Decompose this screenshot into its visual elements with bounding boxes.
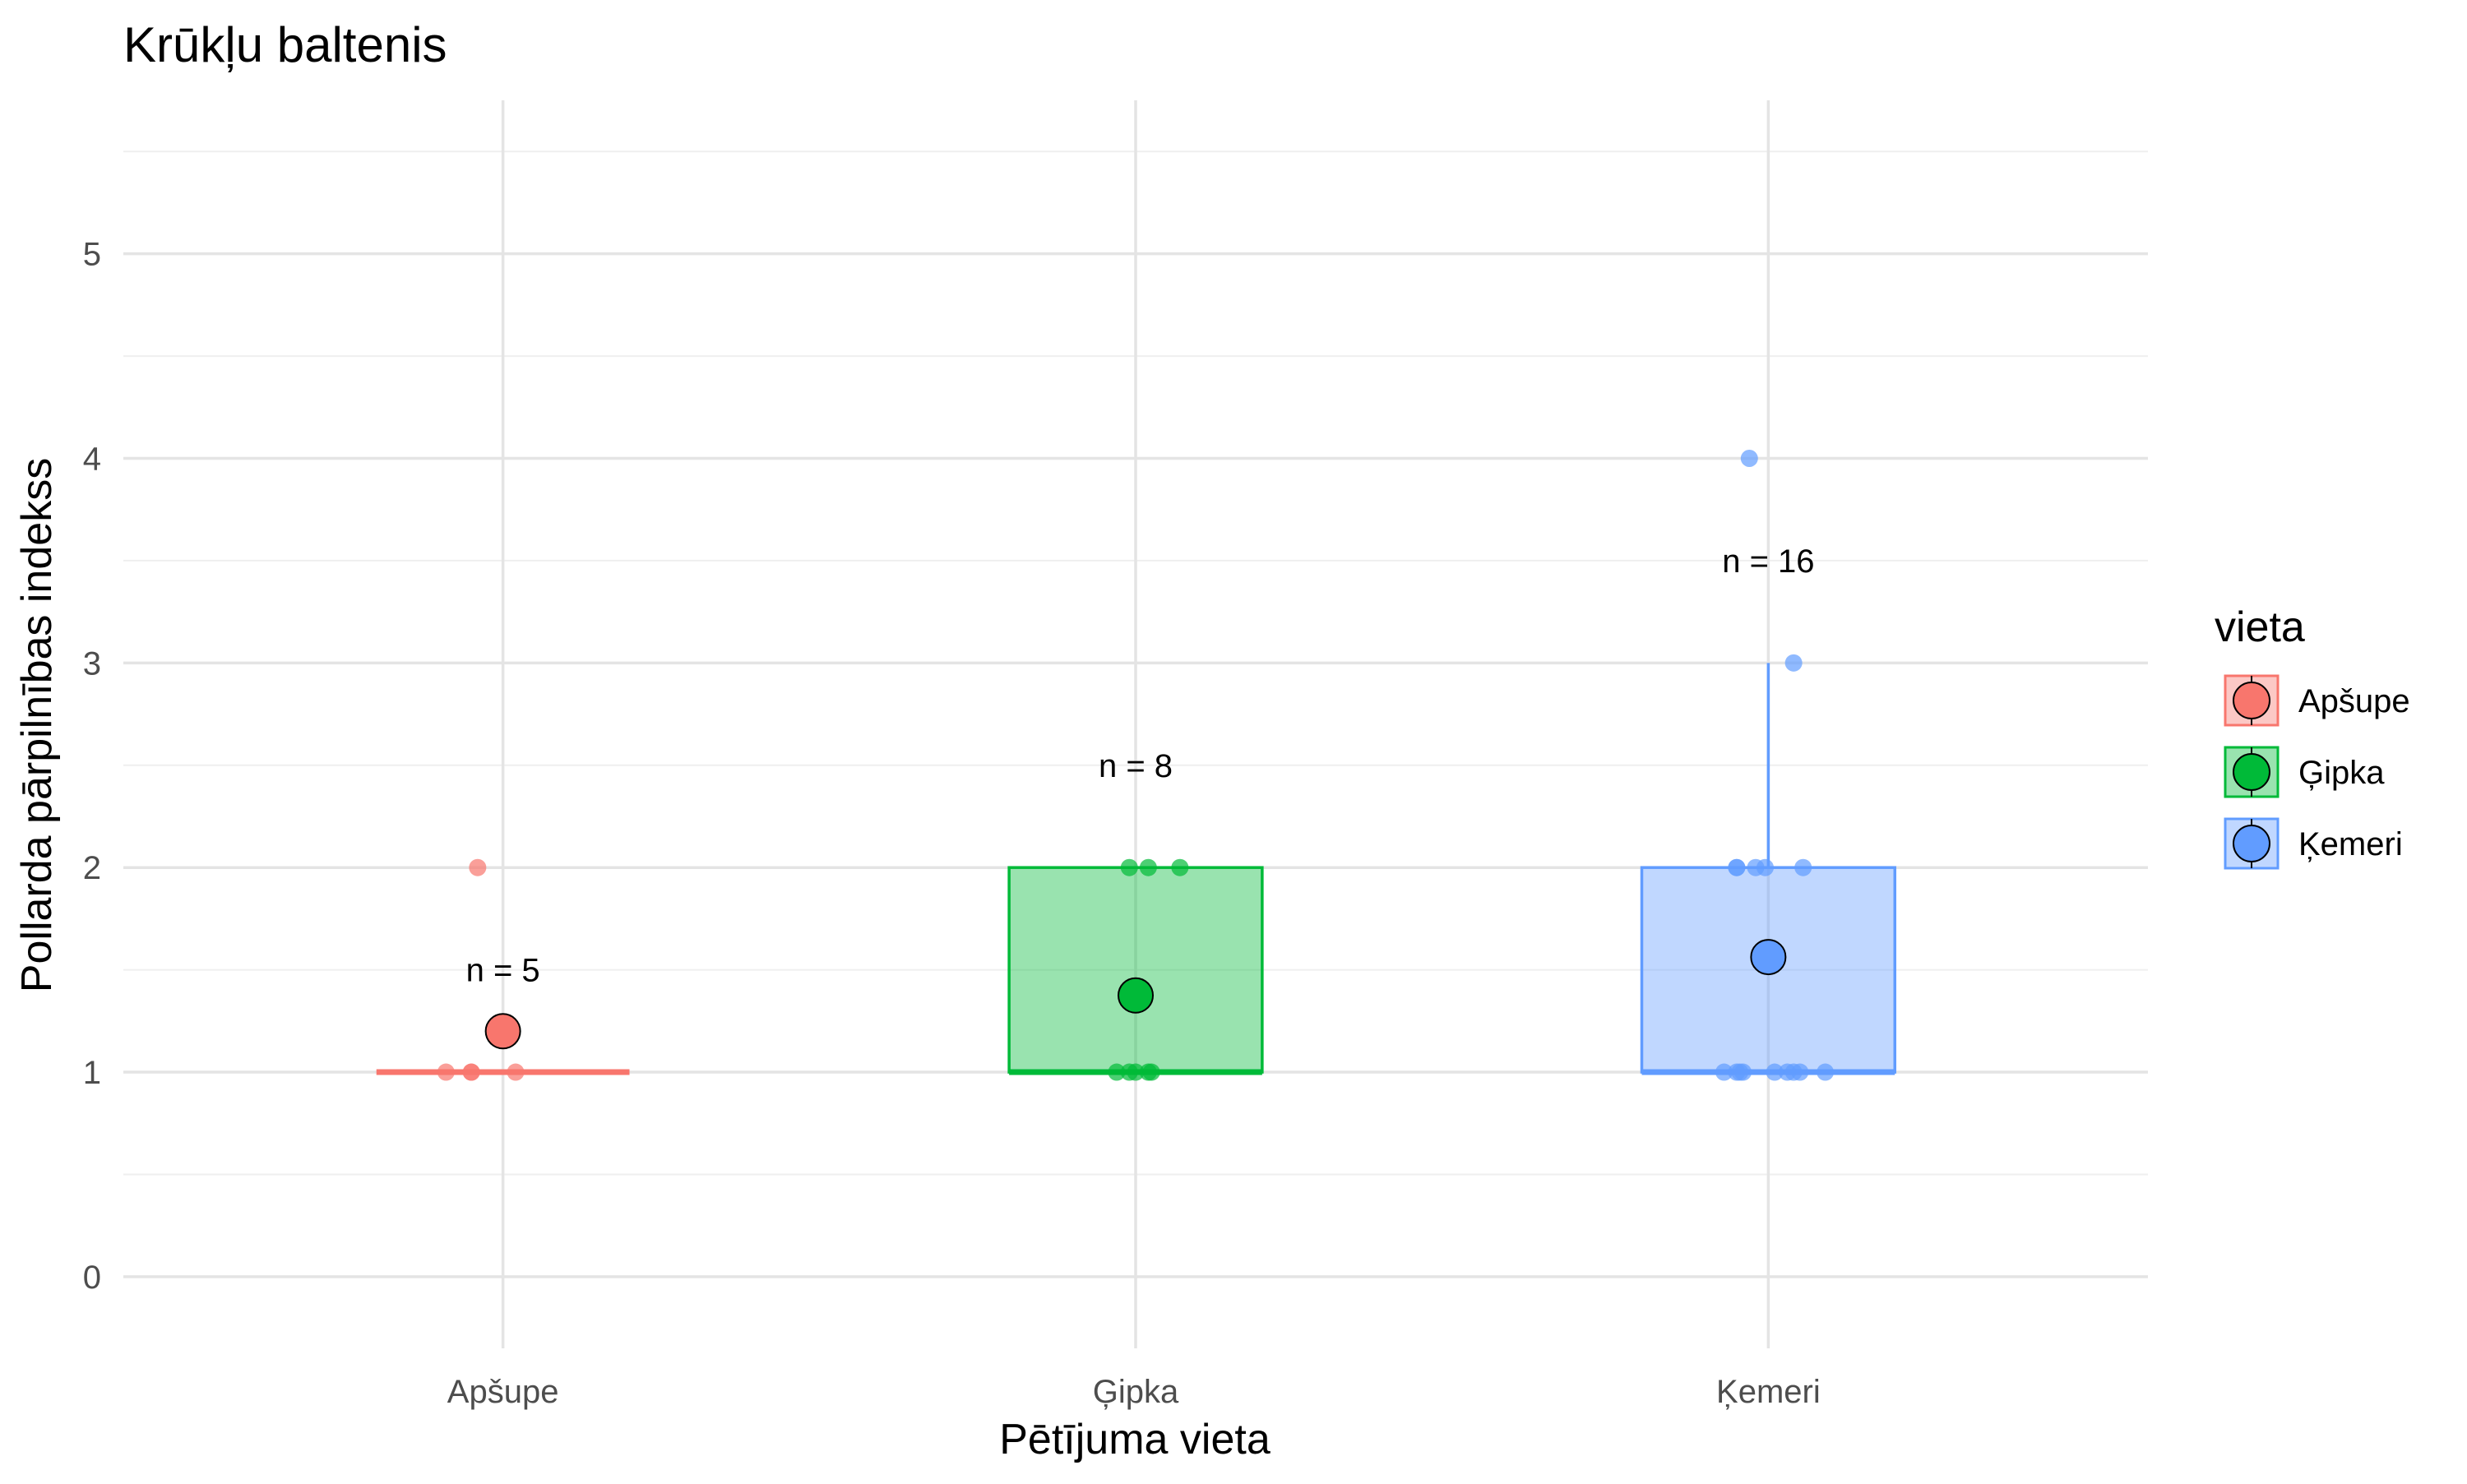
x-tick-label: Ģipka <box>1093 1374 1179 1410</box>
data-point <box>469 858 487 876</box>
data-point <box>1791 1063 1809 1081</box>
legend-label: Ķemeri <box>2298 826 2403 862</box>
x-tick-label: Ķemeri <box>1716 1374 1821 1410</box>
data-point <box>1728 858 1746 876</box>
data-point <box>437 1063 455 1081</box>
axis-layer: 0 1 2 3 4 5 Apšupe Ģipka Ķemeri <box>83 237 1821 1410</box>
legend-label: Ģipka <box>2298 755 2385 791</box>
x-tick-label: Apšupe <box>447 1374 559 1410</box>
box-body <box>1007 866 1264 1074</box>
y-tick-label: 4 <box>83 441 101 477</box>
mean-layer <box>484 939 1787 1050</box>
y-tick-label: 2 <box>83 850 101 886</box>
mean-marker <box>1750 939 1787 976</box>
legend-key-marker <box>2233 825 2270 862</box>
legend-key-marker <box>2233 682 2270 719</box>
data-point <box>1740 449 1758 467</box>
legend-label: Apšupe <box>2298 683 2410 719</box>
data-point <box>1734 1063 1752 1081</box>
data-point <box>1817 1063 1835 1081</box>
data-point <box>1139 858 1157 876</box>
n-label: n = 8 <box>1099 748 1173 784</box>
box-layer <box>376 663 1896 1075</box>
x-axis-title: Pētījuma vieta <box>999 1416 1271 1463</box>
n-label: n = 5 <box>466 953 540 989</box>
data-point <box>1766 1063 1784 1081</box>
grid-layer <box>123 100 2148 1348</box>
data-point <box>1794 858 1812 876</box>
y-tick-label: 5 <box>83 237 101 273</box>
data-point <box>1127 1063 1145 1081</box>
legend-title: vieta <box>2215 603 2305 651</box>
y-axis-title: Pollarda pārpilnības indekss <box>13 458 61 992</box>
y-tick-label: 3 <box>83 645 101 682</box>
data-point <box>1108 1063 1126 1081</box>
data-point <box>1120 858 1138 876</box>
data-point <box>1715 1063 1733 1081</box>
point-layer <box>437 449 1835 1081</box>
data-point <box>1142 1063 1160 1081</box>
data-point <box>1784 654 1803 672</box>
mean-marker <box>484 1013 521 1050</box>
y-tick-label: 0 <box>83 1260 101 1296</box>
n-label-layer: n = 5 n = 8 n = 16 <box>466 543 1815 989</box>
y-tick-label: 1 <box>83 1055 101 1091</box>
data-point <box>1171 858 1189 876</box>
data-point <box>1757 858 1775 876</box>
legend-key-marker <box>2233 753 2270 791</box>
mean-marker <box>1118 977 1154 1014</box>
data-point <box>462 1063 480 1081</box>
data-point <box>507 1063 525 1081</box>
n-label: n = 16 <box>1722 543 1814 580</box>
chart-title: Krūkļu baltenis <box>123 17 447 72</box>
legend: vieta Apšupe Ģipka Ķemeri <box>2215 603 2410 870</box>
